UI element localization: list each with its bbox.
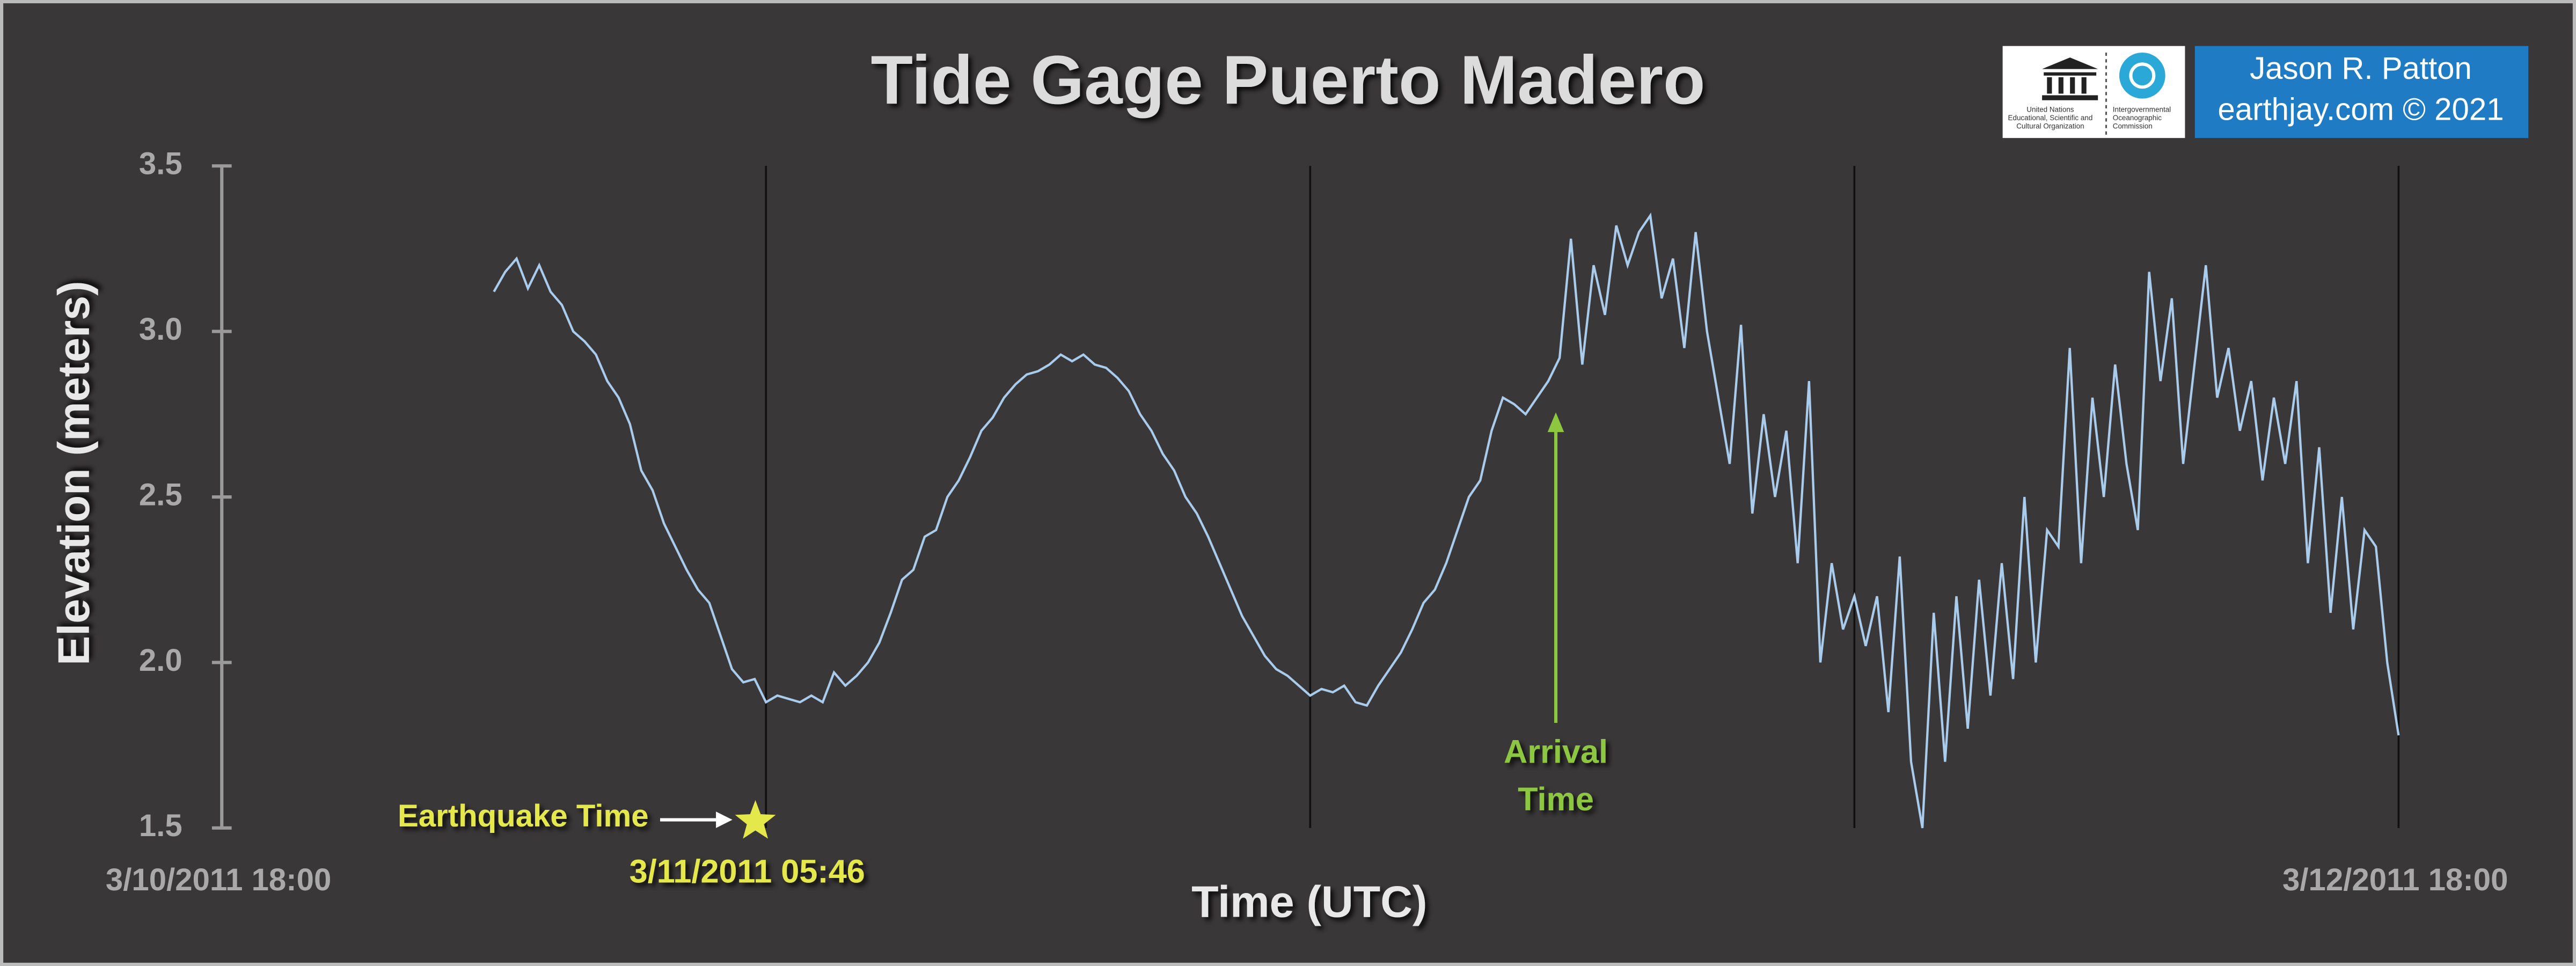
x-tick-label: 3/10/2011 18:00 <box>106 862 331 897</box>
logo-text: United Nations <box>2026 106 2074 114</box>
data-line <box>493 212 2400 829</box>
y-tick-label: 2.0 <box>139 643 182 678</box>
annotation-arrowhead <box>716 811 733 828</box>
credit-text: Jason R. Patton <box>2250 51 2472 86</box>
x-axis-label: Time (UTC) <box>1191 877 1427 927</box>
y-axis-label: Elevation (meters) <box>49 281 99 665</box>
credit-text: earthjay.com © 2021 <box>2218 92 2504 127</box>
logo <box>2002 46 2529 138</box>
chart-title: Tide Gage Puerto Madero <box>871 42 1706 119</box>
unesco-icon <box>2042 57 2098 100</box>
ioc-icon-ring <box>2129 62 2156 89</box>
earthquake-star <box>735 800 776 839</box>
y-tick-label: 3.5 <box>139 147 182 181</box>
annotation-text: Time <box>1518 781 1594 817</box>
y-tick-label: 1.5 <box>139 808 182 843</box>
x-tick-label: 3/12/2011 18:00 <box>2282 862 2508 897</box>
annotation-text: Earthquake Time <box>398 799 649 833</box>
logo-text: Cultural Organization <box>2016 122 2084 130</box>
logo-text: Intergovernmental <box>2113 106 2171 114</box>
y-tick-label: 3.0 <box>139 312 182 347</box>
ioc-icon <box>2119 52 2165 99</box>
credit-box <box>2194 46 2529 138</box>
logo-text: Commission <box>2113 122 2153 130</box>
logo-text: Oceanographic <box>2113 114 2162 122</box>
annotation-text: Arrival <box>1504 733 1608 770</box>
logo-text: Educational, Scientific and <box>2008 114 2093 122</box>
annotation-arrowhead <box>1547 412 1564 433</box>
annotation-time: 3/11/2011 05:46 <box>630 853 865 890</box>
y-tick-label: 2.5 <box>139 477 182 512</box>
